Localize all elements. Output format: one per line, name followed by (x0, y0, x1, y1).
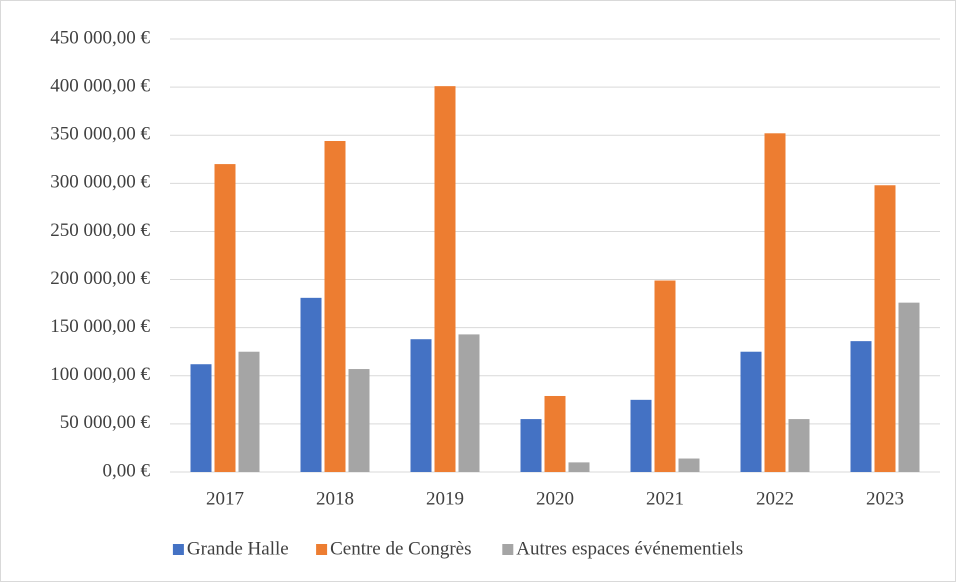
y-tick-label: 200 000,00 € (50, 268, 150, 289)
bar (874, 185, 896, 472)
x-tick-label: 2022 (756, 488, 794, 509)
bar (654, 280, 676, 472)
bar (458, 334, 480, 472)
legend-swatch (172, 544, 184, 555)
bar (520, 419, 542, 472)
bar (740, 351, 762, 472)
legend-swatch (502, 544, 514, 555)
bar (434, 86, 456, 472)
bar (544, 395, 566, 472)
y-tick-label: 150 000,00 € (50, 316, 150, 337)
x-tick-label: 2021 (646, 488, 684, 509)
legend-label: Autres espaces événementiels (516, 538, 743, 559)
y-tick-label: 300 000,00 € (50, 172, 150, 193)
y-tick-label: 450 000,00 € (50, 27, 150, 48)
legend-swatch (316, 544, 328, 555)
bar (788, 419, 810, 472)
bar (324, 140, 346, 473)
bar (410, 339, 432, 472)
y-tick-label: 50 000,00 € (60, 412, 151, 433)
bar (850, 341, 872, 472)
y-tick-label: 350 000,00 € (50, 124, 150, 145)
bar (898, 302, 920, 472)
bar (348, 369, 370, 472)
x-tick-label: 2019 (426, 488, 464, 509)
y-tick-label: 0,00 € (103, 460, 151, 481)
y-tick-label: 400 000,00 € (50, 75, 150, 96)
y-tick-label: 100 000,00 € (50, 364, 150, 385)
x-tick-label: 2018 (316, 488, 354, 509)
bar (764, 133, 786, 472)
x-tick-label: 2020 (536, 488, 574, 509)
legend-label: Grande Halle (187, 538, 289, 559)
x-tick-label: 2023 (866, 488, 904, 509)
bar (214, 164, 236, 473)
x-tick-label: 2017 (206, 488, 244, 509)
bar (238, 351, 260, 472)
bar (300, 297, 322, 472)
bar (190, 364, 212, 472)
bar (678, 458, 700, 472)
y-tick-label: 250 000,00 € (50, 220, 150, 241)
bar (568, 462, 590, 472)
legend-label: Centre de Congrès (330, 538, 471, 559)
bar (630, 399, 652, 472)
